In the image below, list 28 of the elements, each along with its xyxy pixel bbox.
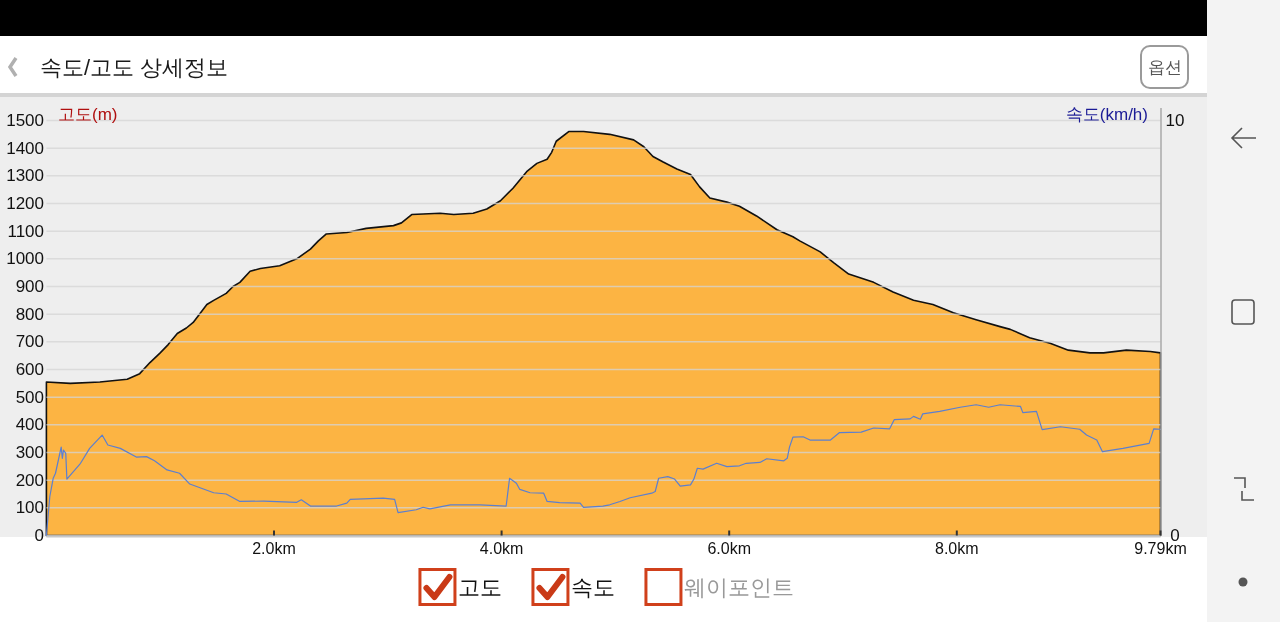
y-tick-label: 200 xyxy=(15,470,44,490)
y2-tick-label: 10 xyxy=(1165,111,1185,130)
y-tick-label: 600 xyxy=(15,360,44,379)
toggle-checkbox: 고도 xyxy=(418,568,503,606)
y-tick-label: 300 xyxy=(15,443,44,462)
y-axis-title: 고도(m) xyxy=(58,104,118,124)
y2-axis-title: 속도(km/h) xyxy=(1065,104,1148,124)
y-tick-label: 800 xyxy=(15,304,44,324)
y-tick-label: 100 xyxy=(15,498,44,518)
y-tick-label: 1000 xyxy=(6,249,44,269)
y-tick-label: 1500 xyxy=(6,111,44,130)
x-tick-label: 8.0km xyxy=(935,539,979,557)
y-tick-label: 700 xyxy=(15,332,44,352)
y-tick-label: 1200 xyxy=(6,194,44,213)
y-tick-label: 500 xyxy=(15,387,44,407)
x-tick-label: 4.0km xyxy=(479,539,524,557)
y-tick-label: 900 xyxy=(15,277,44,296)
y-tick-label: 1300 xyxy=(6,166,44,186)
toggle-checkbox: 속도 xyxy=(531,568,616,606)
title: 속도/고도 상세정보 xyxy=(40,54,229,80)
y-tick-label: 1100 xyxy=(7,221,44,241)
option-button: 옵션 xyxy=(1140,45,1189,89)
y-tick-label: 0 xyxy=(34,526,44,545)
y-tick-label: 1400 xyxy=(6,138,44,158)
x-tick-label: 6.0km xyxy=(707,539,751,557)
x-tick-label: 2.0km xyxy=(252,539,296,557)
y-tick-label: 400 xyxy=(15,415,44,435)
toggle-checkbox: 웨이포인트 xyxy=(644,568,795,606)
